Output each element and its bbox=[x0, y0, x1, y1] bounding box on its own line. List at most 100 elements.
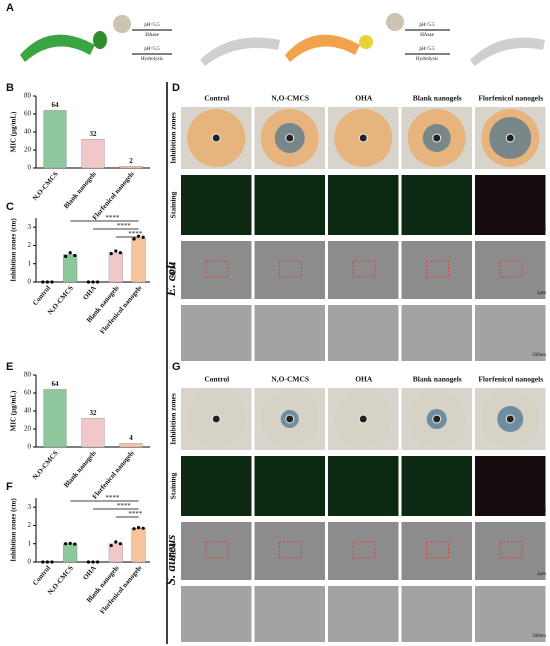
bar bbox=[119, 443, 143, 448]
data-point bbox=[109, 252, 113, 256]
sem-zoom bbox=[254, 305, 325, 361]
x-tick-label: Florfenicol nanogels bbox=[98, 284, 143, 336]
row-label: Staining bbox=[169, 472, 178, 499]
y-tick-label: 0 bbox=[28, 443, 32, 451]
x-tick-label: N,O-CMCS bbox=[31, 449, 60, 481]
scale-bar: 500nm bbox=[532, 353, 546, 358]
significance-label: **** bbox=[105, 214, 120, 222]
data-point bbox=[132, 237, 136, 241]
data-label: 4 bbox=[129, 434, 133, 442]
x-tick-label: Blank nanogels bbox=[62, 449, 98, 489]
zoom-box bbox=[279, 541, 302, 559]
bar bbox=[108, 252, 123, 283]
data-point bbox=[64, 254, 68, 258]
sem-zoom bbox=[475, 305, 546, 361]
panel-label: E bbox=[6, 361, 13, 373]
staining-image bbox=[475, 175, 546, 235]
staining-image bbox=[181, 456, 252, 516]
data-label: 32 bbox=[90, 130, 98, 138]
sem-zoom bbox=[181, 305, 252, 361]
scale-bar: 100μm bbox=[532, 227, 546, 232]
significance-label: **** bbox=[117, 222, 132, 230]
organism-label: S. aureus bbox=[163, 535, 178, 586]
scheme-text: pH=5.5 bbox=[144, 23, 160, 28]
scheme: pH=5.5 HAase pH=5.5 Hydrolysis pH=5.5 HA… bbox=[20, 13, 545, 66]
y-tick-label: 3 bbox=[28, 503, 32, 511]
data-point bbox=[141, 235, 145, 239]
y-tick-label: 1 bbox=[28, 539, 32, 547]
sem-zoom bbox=[401, 586, 472, 642]
y-tick-label: 3 bbox=[28, 223, 32, 231]
well bbox=[285, 414, 295, 424]
panel-label: C bbox=[6, 201, 14, 213]
bar bbox=[108, 543, 123, 563]
zoom-box bbox=[205, 260, 229, 278]
scheme-text: pH=5.5 bbox=[419, 47, 435, 52]
scale-bar: 100μm bbox=[532, 508, 546, 513]
data-point bbox=[86, 280, 91, 284]
x-tick-label: Control bbox=[31, 564, 52, 587]
well bbox=[358, 133, 368, 143]
fiber-grey bbox=[470, 37, 545, 66]
data-point bbox=[91, 560, 95, 564]
sem-image bbox=[254, 522, 325, 580]
column-header: Blank nanogels bbox=[413, 94, 462, 103]
staining-image bbox=[328, 175, 399, 235]
data-point bbox=[141, 526, 145, 530]
data-point bbox=[114, 249, 118, 253]
staining-image bbox=[181, 175, 252, 235]
scheme-text: pH=5.5 bbox=[419, 23, 435, 28]
row-label: Inhibition zones bbox=[169, 393, 178, 445]
y-tick-label: 60 bbox=[24, 110, 32, 118]
zoom-box bbox=[426, 541, 449, 559]
data-point bbox=[118, 542, 122, 546]
data-point bbox=[137, 526, 141, 530]
data-point bbox=[68, 541, 72, 545]
data-label: 64 bbox=[52, 101, 60, 109]
significance-label: **** bbox=[117, 502, 132, 510]
data-point bbox=[73, 542, 77, 546]
data-point bbox=[45, 280, 50, 284]
column-header: N,O-CMCS bbox=[271, 375, 309, 384]
y-tick-label: 40 bbox=[24, 128, 32, 136]
significance-label: **** bbox=[128, 510, 143, 518]
staining-image bbox=[401, 175, 472, 235]
data-point bbox=[50, 560, 54, 564]
data-point bbox=[91, 280, 95, 284]
y-tick-label: 2 bbox=[28, 521, 32, 529]
fiber-orange bbox=[285, 34, 360, 62]
sem-zoom bbox=[328, 586, 399, 642]
nanogel bbox=[386, 13, 404, 31]
sem-zoom bbox=[475, 586, 546, 642]
scheme-text: Hydrolysis bbox=[141, 57, 163, 62]
panel-label: A bbox=[6, 2, 14, 14]
bacterium bbox=[93, 31, 107, 49]
data-point bbox=[41, 280, 45, 284]
well bbox=[505, 133, 515, 143]
data-point bbox=[132, 527, 136, 531]
scale-bar: 2μm bbox=[537, 291, 546, 296]
column-header: OHA bbox=[355, 94, 373, 103]
column-header: OHA bbox=[355, 375, 373, 384]
y-tick-label: 1 bbox=[28, 259, 32, 267]
organism-label: E. coli bbox=[163, 261, 178, 297]
data-point bbox=[95, 560, 100, 564]
panel-label: D bbox=[172, 82, 180, 94]
sem-image bbox=[181, 241, 252, 299]
zoom-box bbox=[426, 260, 449, 278]
sem-zoom bbox=[181, 586, 252, 642]
column-header: Blank nanogels bbox=[413, 375, 462, 384]
scheme-text: HAase bbox=[145, 33, 159, 38]
y-tick-label: 0 bbox=[28, 164, 32, 172]
staining-image bbox=[475, 456, 546, 516]
data-point bbox=[95, 280, 100, 284]
x-tick-label: OHA bbox=[81, 564, 97, 581]
fiber-grey bbox=[200, 37, 280, 66]
staining-image bbox=[254, 175, 325, 235]
data-point bbox=[64, 542, 68, 546]
x-tick-label: Blank nanogels bbox=[62, 170, 98, 210]
scheme-text: pH=5.5 bbox=[144, 47, 160, 52]
scheme-text: Hydrolysis bbox=[416, 57, 438, 62]
zoom-box bbox=[352, 541, 376, 559]
